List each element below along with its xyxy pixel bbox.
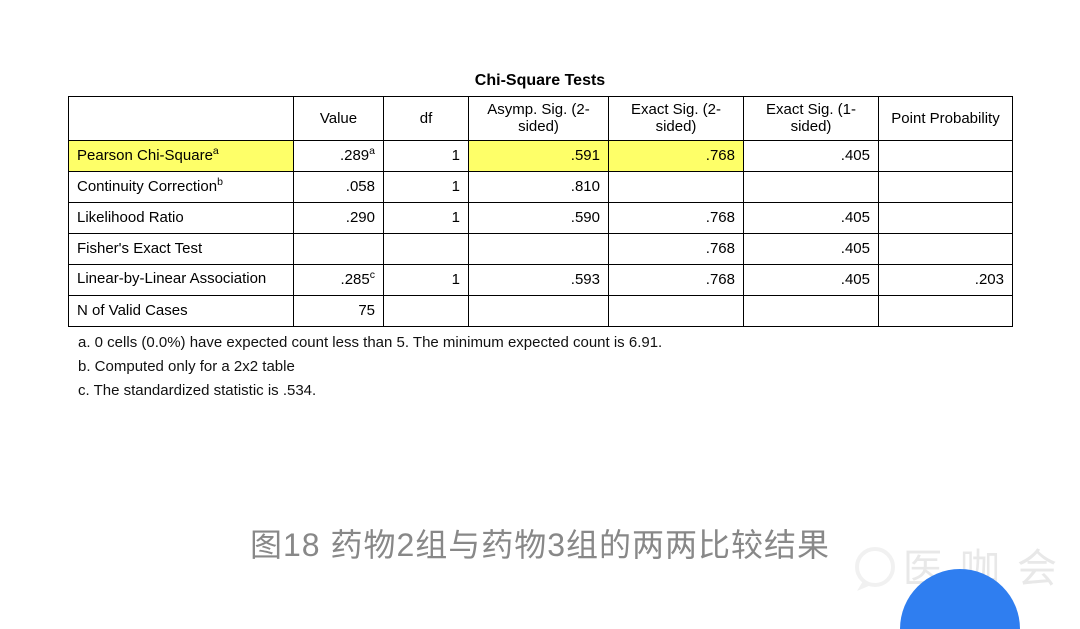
cell-continuity-df: 1 — [384, 171, 469, 202]
cell-continuity-label: Continuity Correctionb — [69, 171, 294, 202]
chi-square-table: Value df Asymp. Sig. (2-sided) Exact Sig… — [68, 96, 1013, 327]
col-blank — [69, 97, 294, 141]
cell-likelihood-point — [879, 202, 1013, 233]
row-fisher: Fisher's Exact Test .768 .405 — [69, 233, 1013, 264]
table-title: Chi-Square Tests — [68, 72, 1012, 90]
cell-fisher-df — [384, 233, 469, 264]
figure-caption: 图18 药物2组与药物3组的两两比较结果 — [0, 520, 1080, 566]
row-nvalid: N of Valid Cases 75 — [69, 295, 1013, 326]
chi-square-table-wrapper: Chi-Square Tests Value df Asymp. Sig. (2… — [68, 72, 1012, 406]
cell-pearson-value: .289a — [294, 140, 384, 171]
cell-likelihood-asymp: .590 — [469, 202, 609, 233]
cell-fisher-point — [879, 233, 1013, 264]
cell-pearson-point — [879, 140, 1013, 171]
cell-continuity-exact2 — [609, 171, 744, 202]
cell-likelihood-value: .290 — [294, 202, 384, 233]
cell-nvalid-value: 75 — [294, 295, 384, 326]
cell-pearson-exact1: .405 — [744, 140, 879, 171]
cell-fisher-asymp — [469, 233, 609, 264]
row-likelihood: Likelihood Ratio .290 1 .590 .768 .405 — [69, 202, 1013, 233]
footnote-c: c. The standardized statistic is .534. — [78, 382, 1012, 399]
cell-continuity-exact1 — [744, 171, 879, 202]
col-value: Value — [294, 97, 384, 141]
col-exact1: Exact Sig. (1-sided) — [744, 97, 879, 141]
cell-likelihood-exact2: .768 — [609, 202, 744, 233]
cell-nvalid-exact1 — [744, 295, 879, 326]
cell-continuity-point — [879, 171, 1013, 202]
table-header-row: Value df Asymp. Sig. (2-sided) Exact Sig… — [69, 97, 1013, 141]
col-df: df — [384, 97, 469, 141]
cell-fisher-label: Fisher's Exact Test — [69, 233, 294, 264]
blue-corner-bubble — [900, 569, 1020, 629]
cell-linear-df: 1 — [384, 264, 469, 295]
cell-pearson-exact2: .768 — [609, 140, 744, 171]
footnote-b: b. Computed only for a 2x2 table — [78, 358, 1012, 375]
cell-nvalid-asymp — [469, 295, 609, 326]
cell-linear-asymp: .593 — [469, 264, 609, 295]
col-point: Point Probability — [879, 97, 1013, 141]
cell-nvalid-label: N of Valid Cases — [69, 295, 294, 326]
cell-continuity-asymp: .810 — [469, 171, 609, 202]
cell-linear-exact1: .405 — [744, 264, 879, 295]
cell-likelihood-exact1: .405 — [744, 202, 879, 233]
cell-nvalid-df — [384, 295, 469, 326]
footnote-a: a. 0 cells (0.0%) have expected count le… — [78, 334, 1012, 351]
row-linear: Linear-by-Linear Association .285c 1 .59… — [69, 264, 1013, 295]
cell-pearson-df: 1 — [384, 140, 469, 171]
row-pearson: Pearson Chi-Squarea .289a 1 .591 .768 .4… — [69, 140, 1013, 171]
cell-fisher-exact2: .768 — [609, 233, 744, 264]
cell-pearson-label: Pearson Chi-Squarea — [69, 140, 294, 171]
cell-nvalid-point — [879, 295, 1013, 326]
cell-linear-label: Linear-by-Linear Association — [69, 264, 294, 295]
cell-linear-point: .203 — [879, 264, 1013, 295]
cell-linear-value: .285c — [294, 264, 384, 295]
cell-fisher-exact1: .405 — [744, 233, 879, 264]
row-continuity: Continuity Correctionb .058 1 .810 — [69, 171, 1013, 202]
cell-fisher-value — [294, 233, 384, 264]
cell-likelihood-label: Likelihood Ratio — [69, 202, 294, 233]
cell-linear-exact2: .768 — [609, 264, 744, 295]
col-exact2: Exact Sig. (2-sided) — [609, 97, 744, 141]
col-asymp: Asymp. Sig. (2-sided) — [469, 97, 609, 141]
table-footnotes: a. 0 cells (0.0%) have expected count le… — [68, 334, 1012, 399]
cell-likelihood-df: 1 — [384, 202, 469, 233]
cell-nvalid-exact2 — [609, 295, 744, 326]
cell-pearson-asymp: .591 — [469, 140, 609, 171]
cell-continuity-value: .058 — [294, 171, 384, 202]
